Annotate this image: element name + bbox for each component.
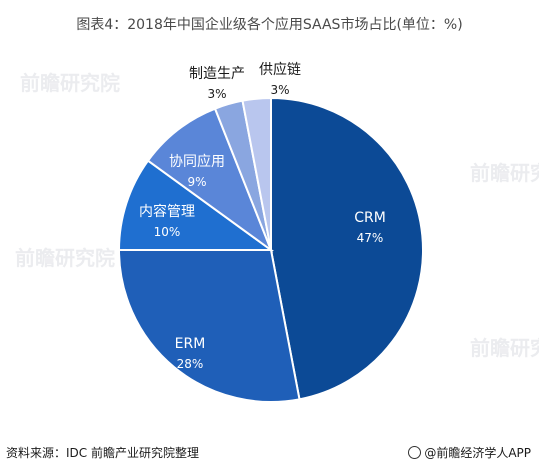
brand-credit: @前瞻经济学人APP [408,444,531,461]
slice-value-label: 3% [270,83,289,97]
brand-logo-icon [408,446,422,459]
slice-label: CRM [354,210,386,226]
pie-slice-0 [270,96,424,401]
slice-label: 供应链 [259,61,301,78]
pie-slice-5 [241,96,272,251]
brand-text: @前瞻经济学人APP [424,446,531,460]
slice-value-label: 9% [187,175,206,189]
slice-value-label: 28% [177,357,204,371]
watermark-text: 前瞻研究院 [15,246,115,270]
watermark-text: 前瞻研究院 [20,71,120,95]
pie-slice-2 [117,159,275,251]
slice-value-label: 10% [154,225,181,239]
slice-value-label: 47% [357,231,384,245]
slice-label: 协同应用 [169,153,225,170]
slice-label: 制造生产 [189,66,245,82]
slice-label: 内容管理 [139,203,195,220]
slice-label: ERM [175,336,206,352]
watermark-text: 前瞻研究院 [470,336,539,360]
slice-value-label: 3% [207,87,226,101]
chart-title: 图表4：2018年中国企业级各个应用SAAS市场占比(单位：%) [76,17,463,33]
watermark-layer: 前瞻研究院 前瞻研究院 前瞻研究院 前瞻研究院 [15,71,539,360]
pie-slice-3 [146,107,274,253]
watermark-text: 前瞻研究院 [470,161,539,185]
source-note: 资料来源：IDC 前瞻产业研究院整理 [6,446,199,460]
pie-slice-1 [117,249,301,403]
